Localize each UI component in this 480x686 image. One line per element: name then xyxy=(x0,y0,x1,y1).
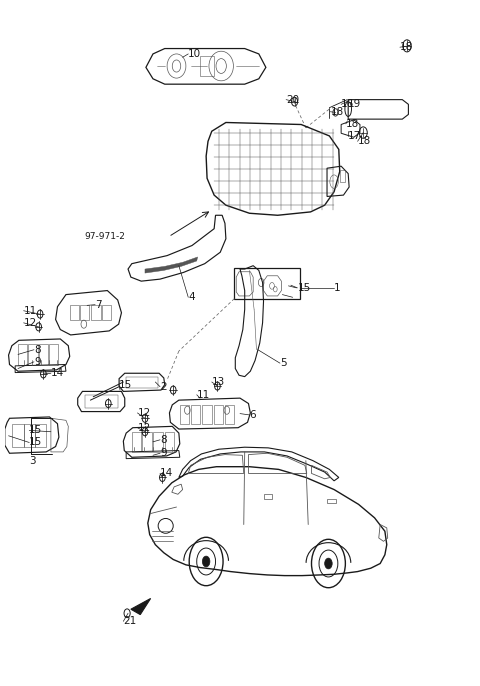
Bar xyxy=(327,499,336,504)
Polygon shape xyxy=(131,598,151,615)
Text: 8: 8 xyxy=(160,435,167,445)
Text: 10: 10 xyxy=(188,49,202,59)
Polygon shape xyxy=(145,257,198,273)
Text: 2: 2 xyxy=(160,381,167,392)
Text: 15: 15 xyxy=(29,425,43,436)
Text: 97-971-2: 97-971-2 xyxy=(85,233,126,241)
Text: 12: 12 xyxy=(137,408,151,418)
Text: 11: 11 xyxy=(24,306,37,316)
Text: 14: 14 xyxy=(160,469,173,478)
Text: 21: 21 xyxy=(123,616,137,626)
Bar xyxy=(200,56,214,76)
Text: 14: 14 xyxy=(51,368,64,378)
Text: 7: 7 xyxy=(95,300,102,309)
Text: 16: 16 xyxy=(341,99,354,109)
Text: 3: 3 xyxy=(29,456,36,466)
Text: 19: 19 xyxy=(348,99,361,109)
Text: 4: 4 xyxy=(188,292,195,303)
Text: 17: 17 xyxy=(348,131,361,141)
Text: 18: 18 xyxy=(400,43,413,52)
Ellipse shape xyxy=(324,558,332,569)
Text: 9: 9 xyxy=(160,448,167,458)
Text: 15: 15 xyxy=(119,380,132,390)
Text: 12: 12 xyxy=(137,423,151,433)
Text: 18: 18 xyxy=(358,137,371,146)
Text: 9: 9 xyxy=(34,357,41,367)
Text: 6: 6 xyxy=(250,410,256,420)
Bar xyxy=(264,494,273,499)
Text: 15: 15 xyxy=(298,283,311,293)
Bar xyxy=(340,170,345,182)
Text: 12: 12 xyxy=(24,318,37,328)
Text: 13: 13 xyxy=(212,377,225,387)
Text: 18: 18 xyxy=(346,119,359,129)
Text: 11: 11 xyxy=(197,390,210,400)
Text: 18: 18 xyxy=(330,107,344,117)
Text: 1: 1 xyxy=(334,283,341,293)
Text: 8: 8 xyxy=(34,345,41,355)
Text: 15: 15 xyxy=(29,438,43,447)
Text: 5: 5 xyxy=(280,358,287,368)
Ellipse shape xyxy=(203,556,210,567)
Text: 20: 20 xyxy=(286,95,299,105)
